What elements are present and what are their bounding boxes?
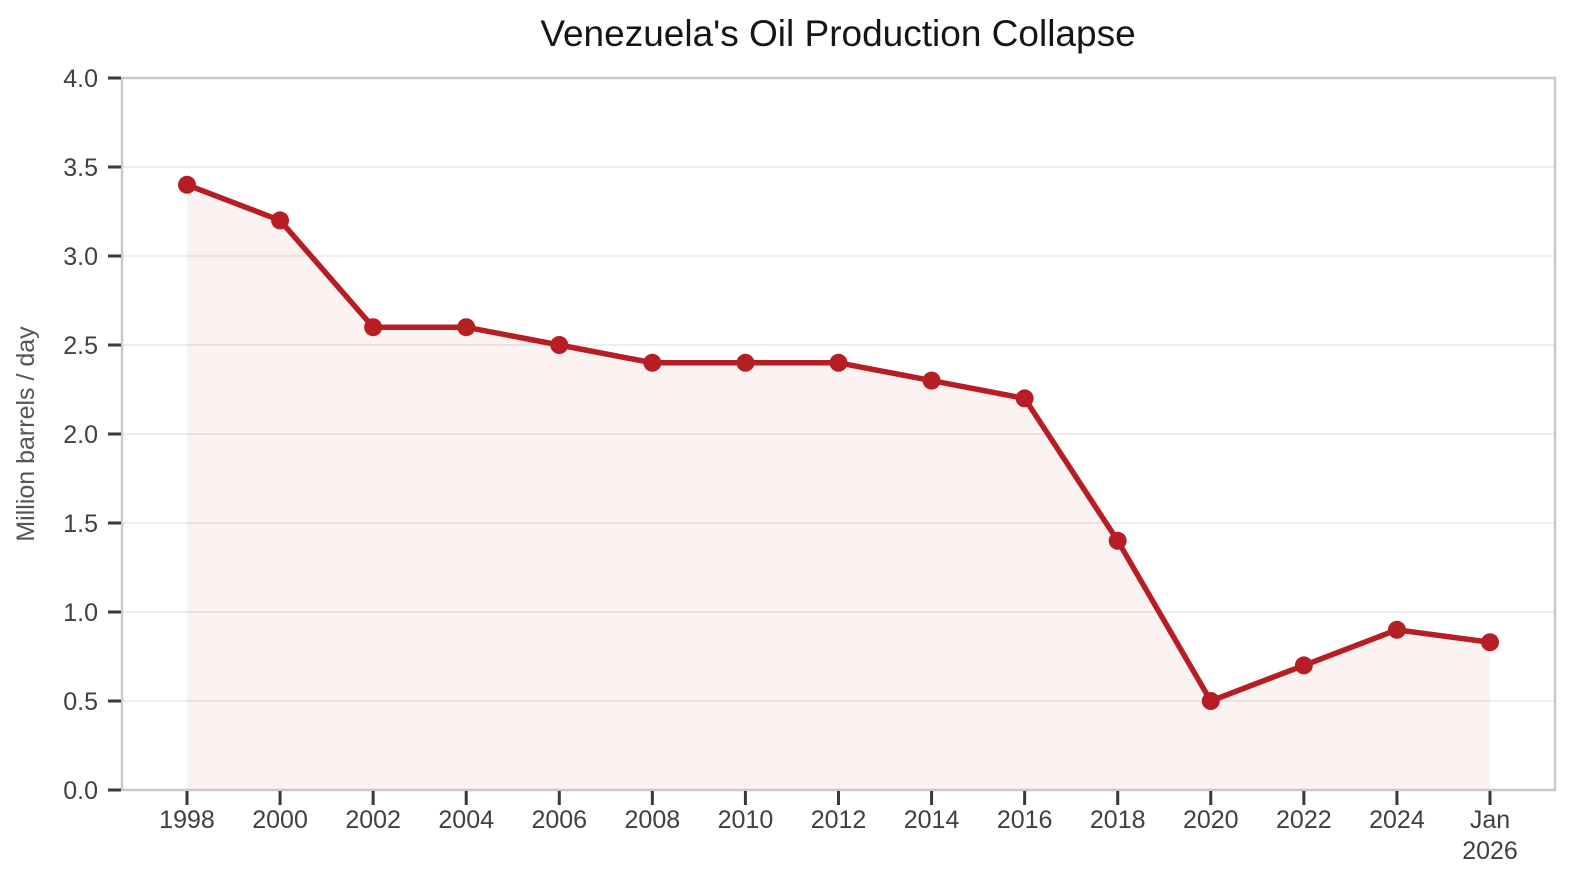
- data-point: [1108, 531, 1127, 550]
- data-point: [178, 175, 196, 194]
- x-tick-label: 2010: [718, 806, 774, 834]
- area-fill: [187, 184, 1490, 791]
- data-point: [1201, 692, 1220, 710]
- data-point: [1481, 633, 1499, 652]
- x-tick-label: Jan: [1470, 806, 1510, 834]
- data-point: [1294, 656, 1313, 675]
- area-fill-layer: [187, 184, 1490, 791]
- x-tick-label: 2020: [1183, 806, 1239, 834]
- x-tick-label: 2022: [1276, 806, 1332, 834]
- data-point: [829, 353, 848, 372]
- tick-labels-layer: 0.0 0.5 1.0 1.5 2.0 2.5 3.0 3.5 4.0 1998 2000 2002 2…: [63, 65, 1518, 865]
- x-tick-label: 2018: [1090, 806, 1146, 834]
- data-point: [1015, 389, 1034, 408]
- series-layer: [178, 175, 1499, 710]
- y-tick-label: 3.5: [63, 154, 98, 182]
- x-tick-label: 2014: [904, 806, 960, 834]
- data-point: [736, 353, 755, 372]
- data-point: [364, 318, 383, 337]
- x-tick-label: 2006: [531, 806, 587, 834]
- data-point: [922, 371, 941, 390]
- x-tick-label: 2024: [1369, 806, 1425, 834]
- x-tick-label: 1998: [159, 806, 215, 834]
- y-tick-label: 1.5: [63, 510, 98, 538]
- y-tick-label: 0.5: [63, 688, 98, 716]
- x-tick-label: 2026: [1462, 837, 1518, 865]
- x-tick-label: 2004: [438, 806, 494, 834]
- y-tick-label: 0.0: [63, 777, 98, 805]
- y-tick-label: 2.0: [63, 421, 98, 449]
- data-point: [271, 211, 290, 230]
- data-point: [1387, 620, 1406, 639]
- plot-frame-layer: [120, 76, 1557, 792]
- data-point: [457, 318, 476, 337]
- x-tick-label: 2000: [252, 806, 308, 834]
- plot-frame: [120, 76, 1557, 792]
- y-tick-label: 1.0: [63, 599, 98, 627]
- x-tick-label: 2016: [997, 806, 1053, 834]
- y-tick-label: 4.0: [63, 65, 98, 93]
- x-tick-label: 2008: [625, 806, 681, 834]
- chart-title: Venezuela's Oil Production Collapse: [540, 13, 1135, 54]
- y-axis-label: Million barrels / day: [12, 326, 40, 542]
- axis-ticks-layer: [108, 76, 1492, 805]
- data-point: [550, 336, 569, 354]
- y-tick-label: 2.5: [63, 332, 98, 360]
- x-tick-label: 2002: [345, 806, 401, 834]
- y-tick-label: 3.0: [63, 243, 98, 271]
- data-point: [643, 353, 662, 372]
- gridlines-layer: [122, 166, 1555, 702]
- x-tick-label: 2012: [811, 806, 867, 834]
